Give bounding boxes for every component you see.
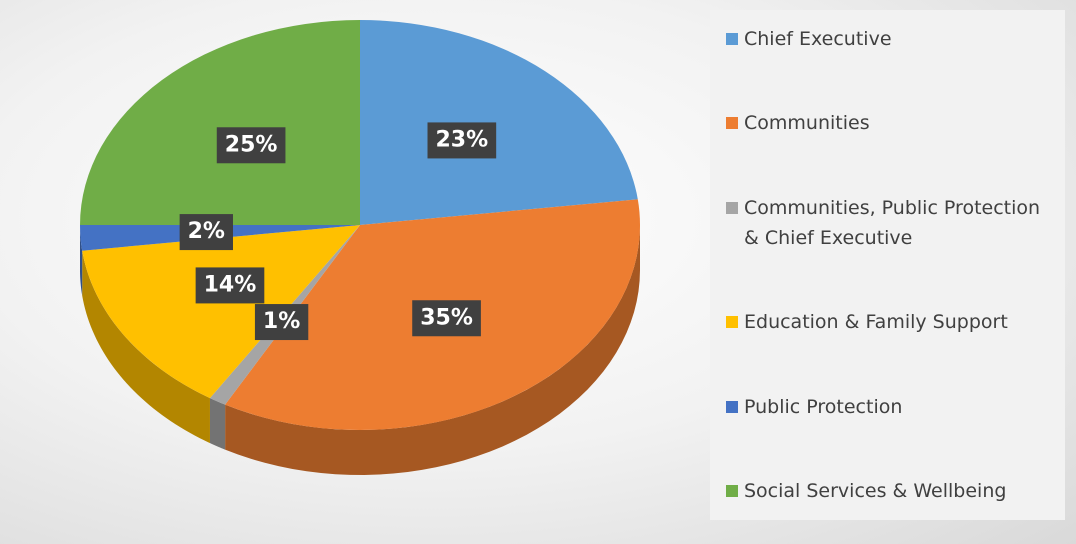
- legend-item: Social Services & Wellbeing: [720, 476, 1055, 506]
- legend-label: Chief Executive: [744, 28, 892, 50]
- data-label: 2%: [188, 219, 225, 244]
- legend-label: Communities: [744, 112, 870, 135]
- pie-side: [225, 225, 640, 475]
- data-label-box: [254, 304, 309, 341]
- legend-swatch: [726, 33, 738, 45]
- legend-label: Social Services & Wellbeing: [744, 479, 1007, 502]
- data-label-box: [179, 214, 233, 251]
- pie-side: [209, 398, 226, 450]
- legend-swatch: [726, 484, 738, 497]
- pie-slice: [82, 225, 360, 399]
- data-labels: 23% 35% 1%14% 2% 25%: [179, 122, 497, 341]
- legend-item: Communities, Public Protection & Chief E…: [720, 193, 1055, 253]
- data-label: 35%: [420, 305, 473, 330]
- pie-chart: 23% 35% 1%14% 2% 25%: [80, 20, 640, 475]
- legend: Chief Executive Communities Communities, P…: [710, 10, 1065, 520]
- pie-slice: [80, 20, 360, 225]
- legend-label: Education & Family Support: [744, 311, 1008, 334]
- data-label-box: [412, 300, 481, 337]
- legend-swatch: [726, 316, 738, 329]
- data-label: 23%: [436, 127, 489, 152]
- data-label-box: [195, 267, 265, 304]
- data-label: 1%: [263, 309, 300, 334]
- data-label-box: [427, 122, 497, 159]
- legend-swatch: [726, 400, 738, 413]
- pie-side: [80, 225, 83, 296]
- data-label-box: [216, 127, 286, 164]
- legend-item: Public Protection: [720, 392, 1055, 422]
- legend-label: Communities, Public Protection & Chief E…: [744, 196, 1041, 249]
- legend-item: Chief Executive: [720, 24, 1055, 54]
- pie-side: [82, 250, 210, 444]
- legend-swatch: [726, 201, 738, 214]
- data-label: 14%: [204, 272, 257, 297]
- pie-slice: [360, 20, 638, 225]
- legend-item: Education & Family Support: [720, 307, 1055, 337]
- legend-swatch: [726, 117, 738, 130]
- legend-item: Communities: [720, 108, 1055, 138]
- legend-label: Public Protection: [744, 395, 903, 418]
- data-label: 25%: [225, 132, 278, 157]
